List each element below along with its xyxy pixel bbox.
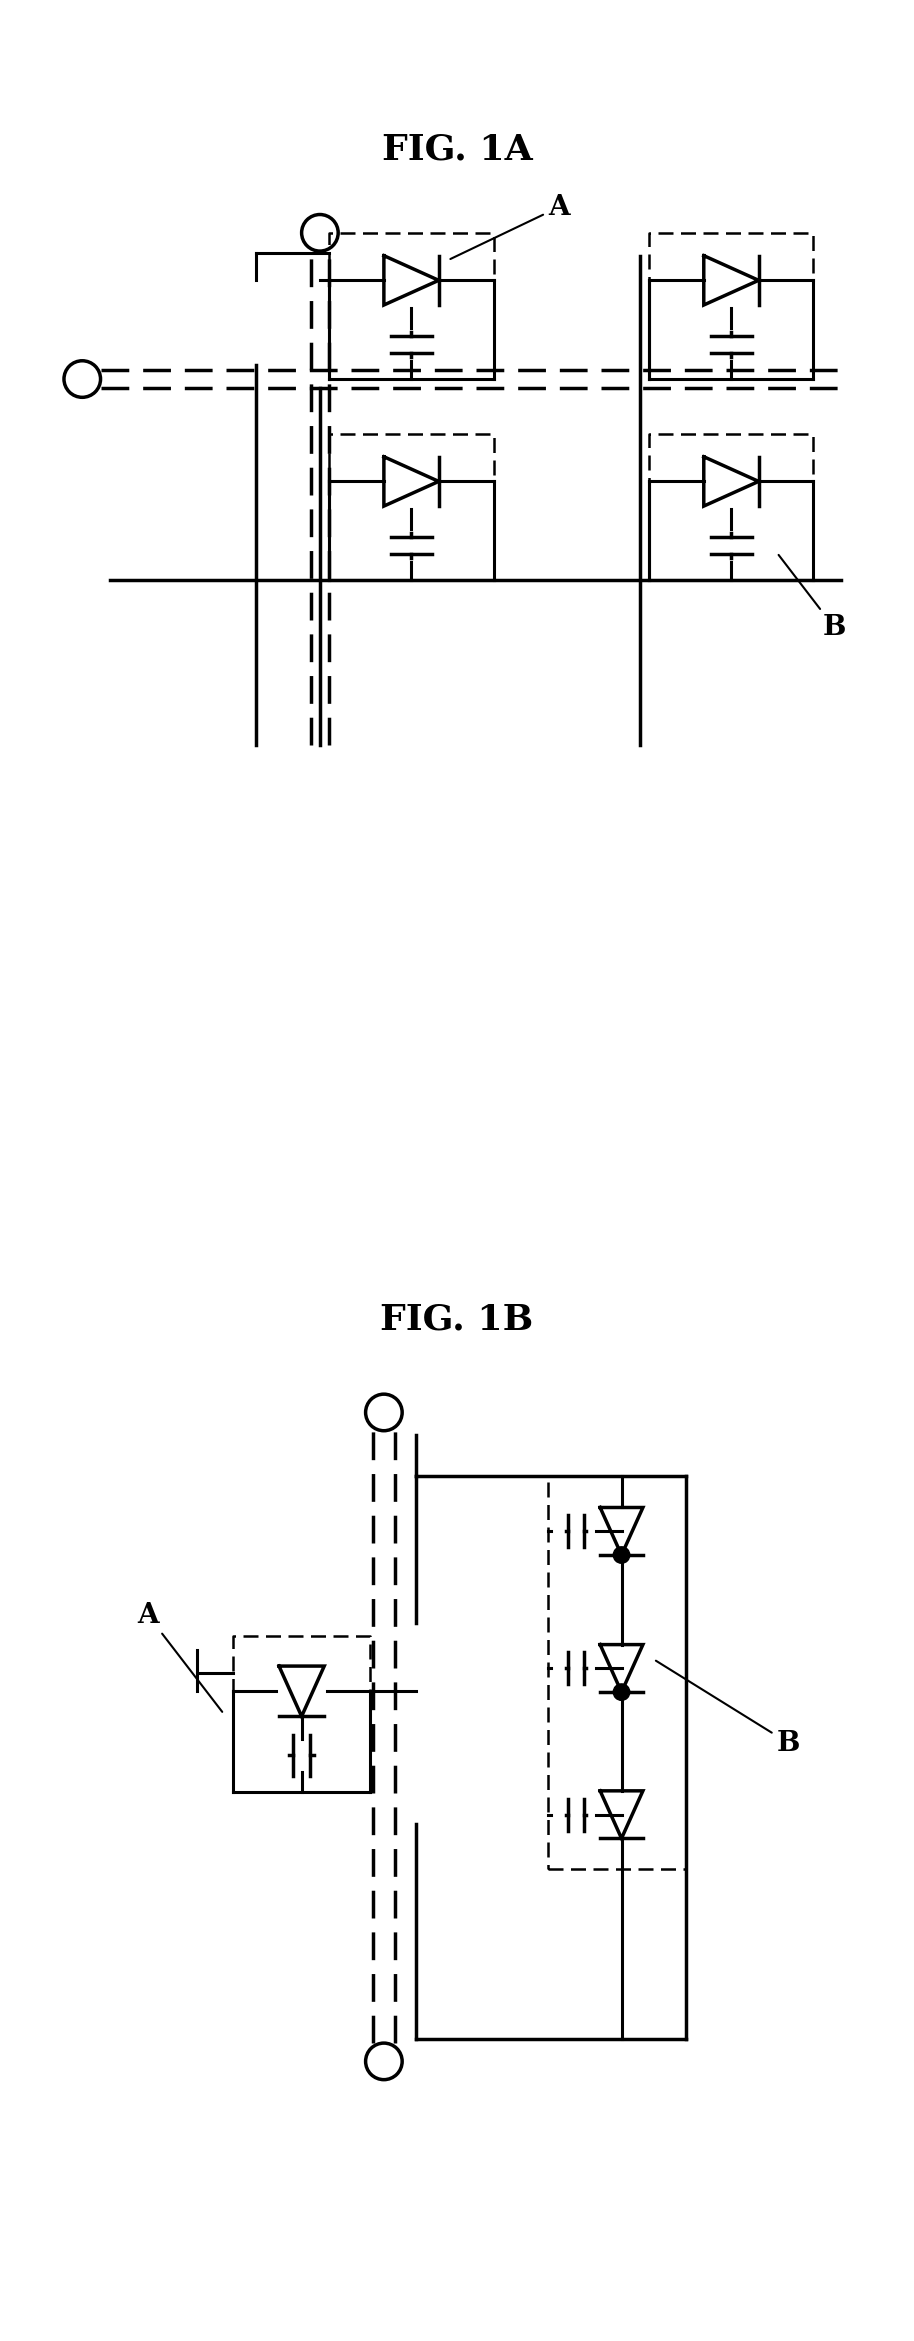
Text: FIG. 1A: FIG. 1A bbox=[382, 131, 532, 166]
Circle shape bbox=[613, 1683, 630, 1700]
Text: A: A bbox=[137, 1601, 222, 1711]
Circle shape bbox=[613, 1547, 630, 1564]
Text: A: A bbox=[451, 194, 570, 260]
Text: B: B bbox=[656, 1660, 801, 1756]
Text: B: B bbox=[779, 555, 846, 641]
Text: FIG. 1B: FIG. 1B bbox=[380, 1302, 534, 1337]
